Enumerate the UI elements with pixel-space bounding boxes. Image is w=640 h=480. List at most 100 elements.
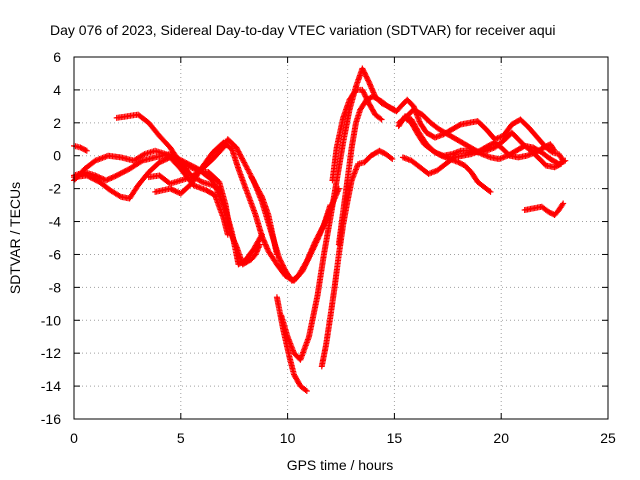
data-point — [559, 201, 566, 208]
data-point — [258, 192, 265, 199]
y-tick-label: -12 — [41, 345, 61, 361]
series-track-13 — [329, 86, 385, 184]
data-point — [363, 74, 370, 81]
data-point — [116, 193, 123, 200]
data-point — [304, 258, 311, 265]
data-point — [361, 90, 368, 97]
data-point — [437, 152, 444, 159]
data-point — [82, 147, 89, 154]
y-tick-label: -4 — [49, 214, 62, 230]
data-point — [304, 257, 311, 264]
data-point — [111, 173, 118, 180]
data-point — [360, 88, 367, 95]
data-point — [486, 187, 493, 194]
series-track-11 — [318, 147, 396, 370]
data-point — [169, 186, 176, 193]
axis-ticks — [73, 56, 609, 420]
x-tick-label: 10 — [280, 430, 296, 446]
data-point — [218, 188, 225, 195]
data-point — [312, 240, 319, 247]
data-point — [279, 262, 286, 269]
data-point — [156, 159, 163, 166]
data-point — [365, 77, 372, 84]
y-tick-label: -6 — [49, 246, 62, 262]
data-point — [168, 186, 175, 193]
data-point — [224, 231, 231, 238]
data-point — [299, 267, 306, 274]
x-tick-label: 5 — [177, 430, 185, 446]
x-tick-label: 25 — [600, 430, 616, 446]
data-point — [83, 147, 90, 154]
data-point — [157, 158, 164, 165]
data-point — [100, 176, 107, 183]
y-tick-label: 0 — [53, 148, 61, 164]
data-point — [449, 155, 456, 162]
y-tick-label: -14 — [41, 378, 61, 394]
data-point — [167, 185, 174, 192]
data-point — [359, 65, 366, 72]
data-point — [361, 69, 368, 76]
data-point — [160, 157, 167, 164]
data-point — [362, 72, 369, 79]
data-point — [277, 258, 284, 265]
y-tick-label: -16 — [41, 411, 61, 427]
data-point — [311, 242, 318, 249]
data-point — [163, 156, 170, 163]
data-point — [308, 249, 315, 256]
data-point — [551, 147, 558, 154]
y-tick-label: -8 — [49, 279, 62, 295]
data-point — [389, 156, 396, 163]
data-point — [302, 387, 309, 394]
data-point — [305, 254, 312, 261]
data-point — [313, 239, 320, 246]
data-point — [302, 262, 309, 269]
data-point — [363, 94, 370, 101]
data-point — [364, 76, 371, 83]
data-point — [360, 89, 367, 96]
data-point — [279, 261, 286, 268]
data-point — [477, 150, 484, 157]
data-point — [99, 175, 106, 182]
data-point — [197, 178, 204, 185]
data-point — [309, 246, 316, 253]
data-point — [361, 92, 368, 99]
data-point — [310, 244, 317, 251]
data-point — [104, 176, 111, 183]
data-point — [550, 146, 557, 153]
data-point — [107, 175, 114, 182]
data-point — [378, 116, 385, 123]
y-tick-label: 6 — [53, 49, 61, 65]
data-point — [306, 253, 313, 260]
data-point — [307, 250, 314, 257]
chart-title: Day 076 of 2023, Sidereal Day-to-day VTE… — [50, 22, 556, 38]
data-point — [300, 265, 307, 272]
data-point — [456, 122, 463, 129]
data-point — [360, 68, 367, 75]
x-tick-label: 15 — [387, 430, 403, 446]
data-point — [277, 257, 284, 264]
data-point — [161, 156, 168, 163]
y-axis-label: SDTVAR / TECUs — [7, 182, 23, 294]
data-point — [171, 187, 178, 194]
data-point — [159, 158, 166, 165]
series-track-17 — [402, 106, 569, 167]
data-point — [560, 200, 567, 207]
data-point — [311, 243, 318, 250]
data-point — [276, 254, 283, 261]
data-points — [71, 65, 569, 395]
data-point — [387, 155, 394, 162]
y-tick-label: -10 — [41, 312, 61, 328]
data-point — [363, 73, 370, 80]
data-point — [359, 86, 366, 93]
y-tick-label: -2 — [49, 181, 62, 197]
data-point — [363, 96, 370, 103]
data-point — [307, 251, 314, 258]
x-axis-label: GPS time / hours — [287, 457, 394, 473]
data-point — [276, 256, 283, 263]
series-track-15 — [395, 114, 494, 195]
data-point — [313, 238, 320, 245]
data-point — [140, 151, 147, 158]
data-point — [303, 388, 310, 395]
data-point — [487, 188, 494, 195]
